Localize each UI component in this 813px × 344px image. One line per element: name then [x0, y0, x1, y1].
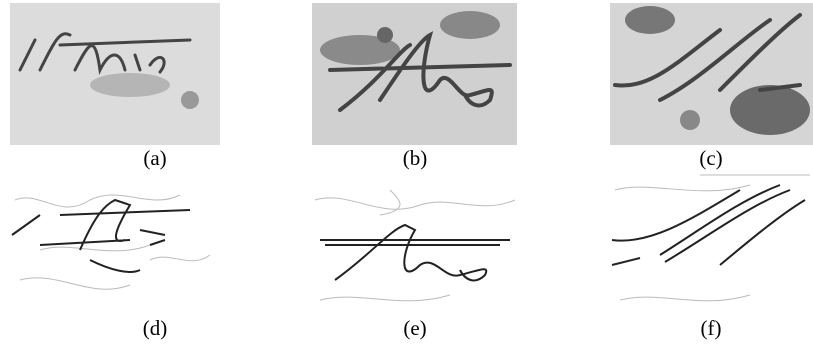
edge-panel [10, 172, 220, 315]
panel-label: (e) [403, 316, 426, 340]
panel-label: (a) [143, 146, 166, 170]
panel-label: (b) [403, 146, 428, 170]
image-panel [312, 3, 517, 145]
panel-label: (c) [699, 146, 722, 170]
image-panel [10, 3, 220, 145]
edge-panel [610, 172, 813, 315]
panel-label: (f) [701, 316, 722, 340]
figure: (a) (b) (c) (d) (e) (f) [0, 0, 813, 344]
edge-panel [312, 172, 517, 315]
panel-label: (d) [143, 316, 168, 340]
image-panel [610, 3, 813, 145]
